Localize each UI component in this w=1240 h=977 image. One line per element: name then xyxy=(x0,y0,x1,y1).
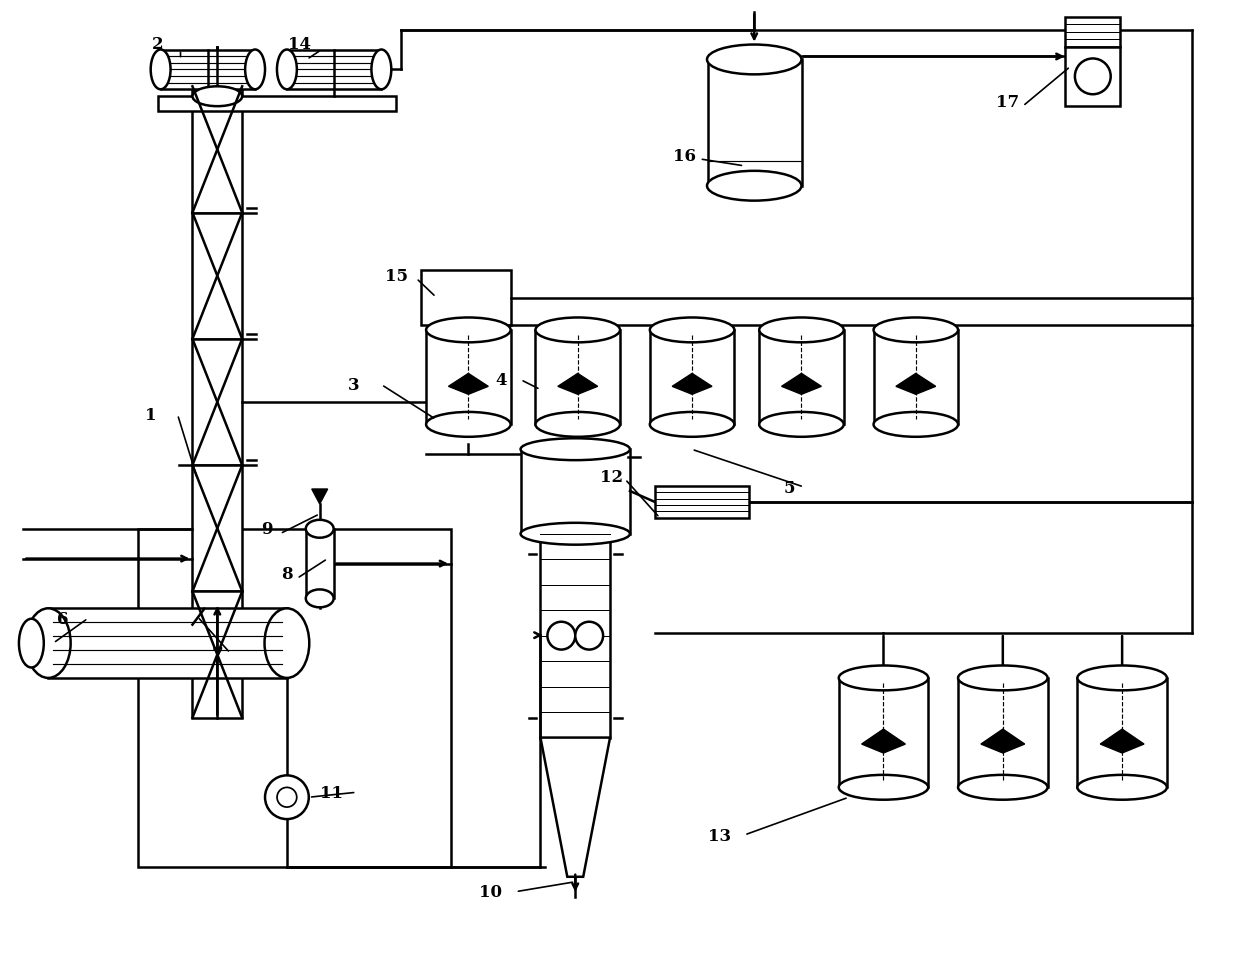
Polygon shape xyxy=(897,374,936,395)
Ellipse shape xyxy=(306,590,334,608)
Polygon shape xyxy=(449,374,489,395)
Circle shape xyxy=(575,622,603,650)
Ellipse shape xyxy=(707,46,801,75)
Text: 11: 11 xyxy=(320,784,343,801)
Bar xyxy=(873,330,959,425)
Bar xyxy=(192,87,242,213)
Ellipse shape xyxy=(427,319,511,343)
Text: 14: 14 xyxy=(289,36,311,53)
Text: 8: 8 xyxy=(281,566,293,582)
Polygon shape xyxy=(1100,730,1145,753)
Text: 9: 9 xyxy=(262,521,273,537)
Ellipse shape xyxy=(277,51,296,90)
Bar xyxy=(422,271,511,325)
Ellipse shape xyxy=(427,412,511,438)
Ellipse shape xyxy=(246,51,265,90)
Ellipse shape xyxy=(1078,775,1167,800)
Text: 17: 17 xyxy=(996,94,1019,110)
Polygon shape xyxy=(781,374,821,395)
Ellipse shape xyxy=(536,412,620,438)
Polygon shape xyxy=(981,730,1024,753)
Bar xyxy=(536,330,620,425)
Bar xyxy=(138,530,451,867)
Bar xyxy=(650,330,734,425)
Bar xyxy=(192,213,242,339)
Text: 5: 5 xyxy=(784,479,795,496)
Bar xyxy=(48,609,286,678)
Circle shape xyxy=(277,787,296,807)
Text: 16: 16 xyxy=(673,149,696,165)
Ellipse shape xyxy=(759,412,843,438)
Bar xyxy=(1078,678,1167,787)
Ellipse shape xyxy=(26,609,71,678)
Bar xyxy=(192,466,242,592)
Text: 15: 15 xyxy=(384,268,408,284)
Ellipse shape xyxy=(306,521,334,538)
Ellipse shape xyxy=(873,412,959,438)
Ellipse shape xyxy=(19,619,43,668)
Ellipse shape xyxy=(959,775,1048,800)
Ellipse shape xyxy=(264,609,309,678)
Ellipse shape xyxy=(536,319,620,343)
Bar xyxy=(192,339,242,466)
Ellipse shape xyxy=(959,665,1048,691)
Text: 1: 1 xyxy=(145,406,156,423)
Bar xyxy=(427,330,511,425)
Bar xyxy=(1065,48,1120,107)
Polygon shape xyxy=(862,730,905,753)
Bar xyxy=(1065,18,1120,48)
Text: 7: 7 xyxy=(212,645,223,661)
Ellipse shape xyxy=(650,319,734,343)
Ellipse shape xyxy=(650,412,734,438)
Text: 6: 6 xyxy=(57,610,69,627)
Ellipse shape xyxy=(151,51,171,90)
Ellipse shape xyxy=(707,172,801,201)
Text: 2: 2 xyxy=(151,36,164,53)
Bar xyxy=(306,530,334,599)
Polygon shape xyxy=(311,489,327,504)
Bar xyxy=(286,51,382,90)
Text: 3: 3 xyxy=(347,377,360,394)
Bar xyxy=(161,51,255,90)
Ellipse shape xyxy=(838,665,929,691)
Bar xyxy=(541,534,610,738)
Bar xyxy=(959,678,1048,787)
Bar xyxy=(157,97,397,112)
Text: 4: 4 xyxy=(495,371,506,389)
Ellipse shape xyxy=(192,87,242,107)
Ellipse shape xyxy=(372,51,392,90)
Polygon shape xyxy=(558,374,598,395)
Bar xyxy=(655,487,749,519)
Bar xyxy=(521,449,630,534)
Circle shape xyxy=(547,622,575,650)
Circle shape xyxy=(1075,60,1111,95)
Ellipse shape xyxy=(759,319,843,343)
Circle shape xyxy=(265,776,309,820)
Bar xyxy=(708,61,802,187)
Text: 13: 13 xyxy=(708,827,732,844)
Ellipse shape xyxy=(873,319,959,343)
Bar xyxy=(838,678,929,787)
Bar xyxy=(759,330,843,425)
Ellipse shape xyxy=(521,524,630,545)
Ellipse shape xyxy=(1078,665,1167,691)
Ellipse shape xyxy=(521,439,630,461)
Bar xyxy=(192,592,242,718)
Polygon shape xyxy=(541,738,610,877)
Text: 12: 12 xyxy=(600,468,624,485)
Ellipse shape xyxy=(838,775,929,800)
Text: 10: 10 xyxy=(479,883,502,900)
Polygon shape xyxy=(672,374,712,395)
